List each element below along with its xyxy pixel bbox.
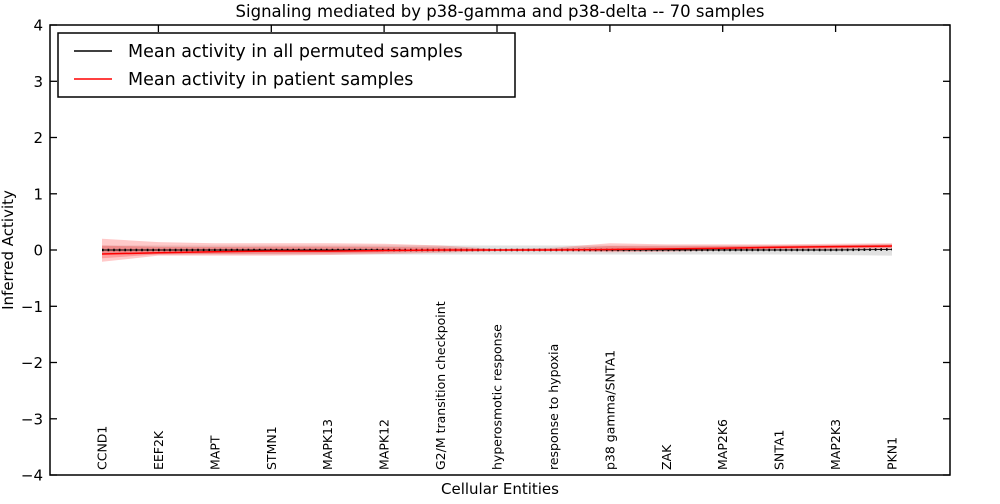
category-label: EEF2K	[151, 430, 166, 470]
category-label: p38 gamma/SNTA1	[602, 350, 617, 470]
data-lines	[101, 245, 893, 255]
x-axis-label: Cellular Entities	[441, 480, 559, 498]
x-category-labels: CCND1 EEF2K MAPT STMN1 MAPK13 MAPK12 G2/M tran…	[95, 301, 900, 470]
ytick-label: 2	[33, 129, 43, 147]
patient-mean-line	[101, 245, 893, 255]
axes-frame	[49, 24, 951, 476]
ytick-label: −3	[21, 410, 43, 428]
ytick-label: 3	[33, 73, 43, 91]
ytick-label: −2	[21, 354, 43, 372]
y-tick-labels: 4 3 2 1 0 −1 −2 −3 −4	[21, 17, 43, 485]
category-label: STMN1	[264, 426, 279, 470]
legend-label-patient: Mean activity in patient samples	[128, 70, 413, 90]
category-label: G2/M transition checkpoint	[433, 301, 448, 470]
category-label: PKN1	[885, 437, 900, 470]
ytick-label: 0	[33, 242, 43, 260]
category-label: MAPK12	[377, 419, 392, 470]
category-label: ZAK	[659, 444, 674, 470]
category-label: hyperosmotic response	[490, 324, 505, 470]
category-label: MAPT	[207, 435, 222, 470]
legend-box	[57, 32, 516, 98]
category-label: MAP2K6	[715, 419, 730, 470]
category-label: response to hypoxia	[546, 344, 561, 470]
ytick-label: 1	[33, 185, 43, 203]
ytick-label: −1	[21, 298, 43, 316]
ytick-label: −4	[21, 467, 43, 485]
legend: Mean activity in all permuted samples Me…	[57, 32, 516, 98]
y-axis-label: Inferred Activity	[0, 190, 17, 310]
chart-title: Signaling mediated by p38-gamma and p38-…	[236, 2, 765, 21]
category-label: SNTA1	[772, 430, 787, 470]
category-label: MAP2K3	[828, 419, 843, 470]
legend-label-permuted: Mean activity in all permuted samples	[128, 42, 463, 62]
category-label: MAPK13	[320, 419, 335, 470]
ytick-label: 4	[33, 17, 43, 35]
category-label: CCND1	[95, 426, 110, 470]
